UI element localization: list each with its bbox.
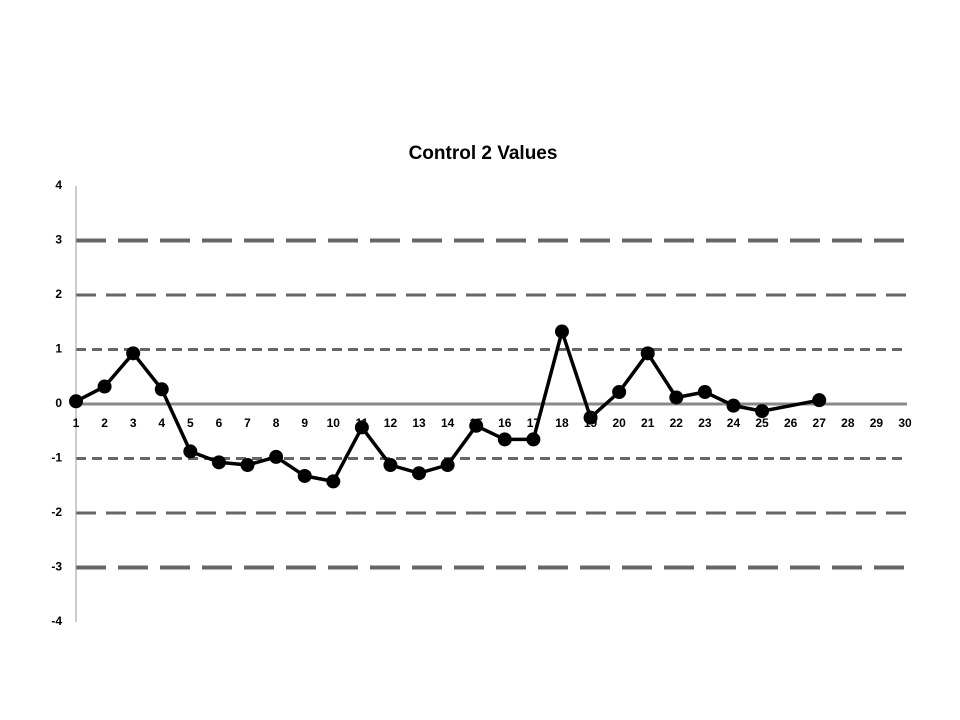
y-tick-label: 4 [55, 178, 62, 192]
data-point [755, 404, 770, 419]
data-point [354, 420, 369, 435]
data-point [726, 398, 741, 413]
y-tick-label: 1 [55, 342, 62, 356]
x-tick-label: 3 [130, 416, 137, 430]
x-tick-label: 8 [273, 416, 280, 430]
x-tick-label: 14 [441, 416, 455, 430]
data-point [469, 418, 484, 433]
x-tick-label: 28 [841, 416, 855, 430]
x-tick-label: 1 [73, 416, 80, 430]
data-point [126, 346, 141, 361]
data-point [526, 432, 541, 447]
data-point [497, 432, 512, 447]
data-point [554, 324, 569, 339]
data-point [412, 466, 427, 481]
x-tick-label: 20 [612, 416, 626, 430]
y-tick-label: -4 [51, 614, 62, 628]
data-point [297, 468, 312, 483]
data-point [440, 458, 455, 473]
x-tick-label: 26 [784, 416, 798, 430]
chart-title: Control 2 Values [409, 143, 558, 164]
data-point [669, 390, 684, 405]
data-point [269, 449, 284, 464]
x-tick-label: 24 [727, 416, 741, 430]
data-point [812, 393, 827, 408]
x-tick-label: 29 [870, 416, 884, 430]
x-tick-label: 7 [244, 416, 251, 430]
y-tick-label: 3 [55, 233, 62, 247]
x-tick-label: 21 [641, 416, 655, 430]
x-tick-label: 27 [813, 416, 827, 430]
y-tick-label: 0 [55, 396, 62, 410]
x-tick-label: 2 [101, 416, 108, 430]
data-point [97, 379, 112, 394]
data-point [240, 458, 255, 473]
x-tick-label: 9 [301, 416, 308, 430]
x-tick-label: 16 [498, 416, 512, 430]
x-tick-label: 12 [384, 416, 398, 430]
x-tick-label: 22 [670, 416, 684, 430]
data-point [154, 382, 169, 397]
data-point [326, 474, 341, 489]
data-point [183, 444, 198, 459]
data-point [583, 410, 598, 425]
x-tick-label: 30 [898, 416, 912, 430]
y-tick-label: -1 [51, 451, 62, 465]
y-tick-label: -3 [51, 560, 62, 574]
x-tick-label: 5 [187, 416, 194, 430]
x-tick-label: 18 [555, 416, 569, 430]
x-tick-label: 6 [216, 416, 223, 430]
data-point [383, 458, 398, 473]
x-tick-label: 13 [412, 416, 426, 430]
x-tick-label: 10 [327, 416, 341, 430]
x-tick-label: 25 [755, 416, 769, 430]
data-point [697, 385, 712, 400]
data-point [69, 394, 83, 409]
y-tick-label: -2 [51, 505, 62, 519]
x-tick-label: 23 [698, 416, 712, 430]
data-point [612, 385, 627, 400]
data-point [211, 455, 226, 470]
data-point [640, 346, 655, 361]
x-tick-label: 4 [158, 416, 165, 430]
y-tick-label: 2 [55, 287, 62, 301]
